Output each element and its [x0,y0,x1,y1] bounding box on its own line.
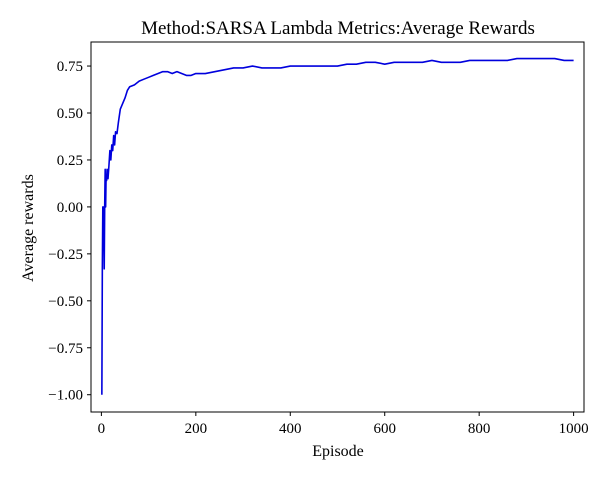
series-line-0 [101,57,574,395]
x-tick-label: 0 [98,421,106,437]
chart-title: Method:SARSA Lambda Metrics:Average Rewa… [141,18,535,39]
x-tick-label: 200 [185,421,208,437]
y-tick-label: −0.25 [48,247,83,263]
x-axis-label: Episode [312,443,364,460]
x-tick-label: 600 [373,421,396,437]
y-tick-label: 0.50 [57,106,83,122]
y-axis-label: Average rewards [20,174,37,282]
y-tick-label: 0.25 [57,153,83,169]
y-tick-label: 0.00 [57,200,83,216]
plot-area [90,41,585,413]
y-tick-label: −1.00 [48,388,83,404]
y-tick-label: −0.75 [48,341,83,357]
y-axis: −1.00 −0.75 −0.50 −0.25 0.00 0.25 0.50 0.75 [48,59,91,404]
y-tick-label: −0.50 [48,294,83,310]
x-tick-label: 800 [468,421,491,437]
y-tick-label: 0.75 [57,59,83,75]
x-axis: 0 200 400 600 800 1000 [98,412,589,437]
x-tick-label: 1000 [559,421,589,437]
x-tick-label: 400 [279,421,302,437]
plot-frame [90,41,585,413]
